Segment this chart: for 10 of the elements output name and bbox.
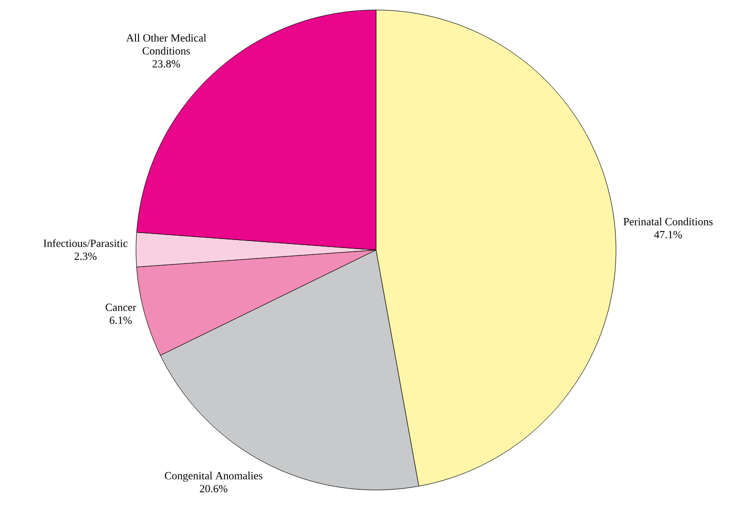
slice-label: Cancer — [106, 304, 136, 312]
data-label: 47.1% — [654, 230, 682, 238]
slice-label: All Other Medical Conditions — [126, 34, 206, 55]
data-label: 2.3% — [74, 252, 97, 260]
data-label: 20.6% — [200, 484, 228, 492]
slice-label: Infectious/Parasitic — [44, 239, 128, 248]
slice-label: Perinatal Conditions — [624, 218, 713, 226]
data-label: 23.8% — [152, 60, 180, 68]
data-label: 6.1% — [110, 316, 132, 324]
slice-label: Congenital Anomalies — [164, 472, 262, 482]
